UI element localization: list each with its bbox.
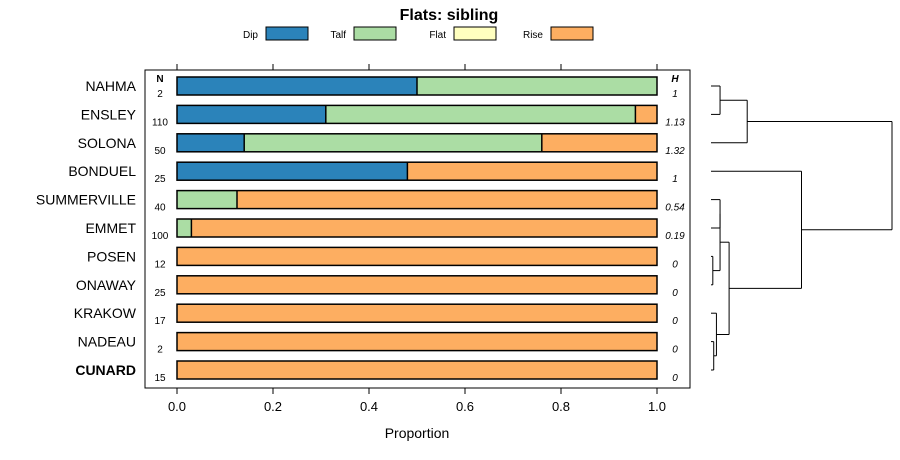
bar-emmet-talf [177,219,192,237]
category-label-bonduel: BONDUEL [68,163,136,179]
bar-outline-emmet [176,218,658,238]
n-value-krakow: 17 [154,316,166,327]
h-value-cunard: 0 [672,373,678,384]
x-tick-label: 0.6 [456,399,474,414]
n-value-solona: 50 [154,146,166,157]
bar-krakow-rise [177,304,657,323]
bar-nahma-talf [417,77,657,95]
n-value-nadeau: 2 [157,345,163,356]
plot-frame [144,69,691,389]
bar-outline-nahma [176,76,658,96]
bar-bonduel-rise [407,162,657,181]
legend-swatch-dip [265,26,309,41]
n-value-emmet: 100 [152,231,169,242]
bar-outline-ensley [176,104,658,125]
x-axis: 0.0 0.2 0.4 0.6 0.8 1.0 [168,64,666,414]
x-tick-label: 1.0 [648,399,666,414]
n-value-bonduel: 25 [154,174,166,185]
category-label-nahma: NAHMA [85,78,136,94]
category-label-emmet: EMMET [85,220,136,236]
bar-outline-solona [176,133,658,153]
n-value-summerville: 40 [154,203,166,214]
x-tick-label: 0.0 [168,399,186,414]
bar-solona-dip [177,133,245,152]
x-tick-label: 0.8 [552,399,570,414]
h-value-bonduel: 1 [672,174,678,185]
category-label-solona: SOLONA [78,135,137,151]
h-value-ensley: 1.13 [665,117,685,128]
x-tick-label: 0.4 [360,399,378,414]
dendrogram [711,85,893,371]
bar-posen-rise [177,247,657,266]
h-value-onaway: 0 [672,288,678,299]
category-label-posen: POSEN [87,248,136,264]
legend-label-rise: Rise [523,30,543,41]
h-value-summerville: 0.54 [665,203,685,214]
chart-title: Flats: sibling [400,7,499,24]
category-label-onaway: ONAWAY [76,277,137,293]
category-label-nadeau: NADEAU [78,334,136,350]
legend-swatch-talf [353,26,397,41]
category-label-krakow: KRAKOW [74,305,137,321]
n-value-onaway: 25 [154,288,166,299]
legend: Dip Talf Flat Rise [243,26,594,41]
legend-swatch-rise [550,26,594,41]
legend-label-flat: Flat [429,30,446,41]
bar-ensley-dip [177,105,326,124]
bar-ensley-talf [325,105,636,124]
n-value-posen: 12 [154,259,166,270]
bar-nahma-dip [177,77,417,95]
bar-bonduel-dip [177,162,408,181]
n-value-nahma: 2 [157,89,163,100]
h-value-emmet: 0.19 [665,231,685,242]
bar-outline-summerville [176,189,658,210]
bar-outline-cunard [176,360,658,380]
bar-solona-talf [244,133,542,152]
bar-outline-bonduel [176,161,658,181]
h-value-nadeau: 0 [672,345,678,356]
bar-cunard-rise [177,361,657,379]
x-tick-label: 0.2 [264,399,282,414]
n-column-header: N [156,74,163,85]
legend-label-talf: Talf [330,30,346,41]
h-value-krakow: 0 [672,316,678,327]
bar-outline-krakow [176,303,658,323]
bar-solona-rise [541,133,657,152]
bar-outline-nadeau [176,331,658,352]
h-value-solona: 1.32 [665,146,685,157]
rows-group: NAHMA 2 1 ENSLEY 110 1.13 SOLONA 50 1.32 BONDUEL 2… [36,76,685,384]
n-value-cunard: 15 [154,373,166,384]
x-axis-title: Proportion [385,425,450,441]
bar-emmet-rise [191,219,657,237]
category-label-cunard: CUNARD [75,362,136,378]
bar-ensley-rise [635,105,657,124]
h-value-posen: 0 [672,259,678,270]
category-label-ensley: ENSLEY [81,106,137,122]
n-value-ensley: 110 [152,117,168,128]
h-value-nahma: 1 [672,89,678,100]
bar-summerville-rise [237,190,657,209]
h-column-header: H [671,74,679,85]
bar-summerville-talf [177,190,237,209]
bar-outline-posen [176,246,658,267]
bar-outline-onaway [176,275,658,295]
bar-nadeau-rise [177,332,657,351]
legend-swatch-flat [453,26,497,41]
category-label-summerville: SUMMERVILLE [36,192,136,208]
bar-onaway-rise [177,275,657,294]
legend-label-dip: Dip [243,30,258,41]
